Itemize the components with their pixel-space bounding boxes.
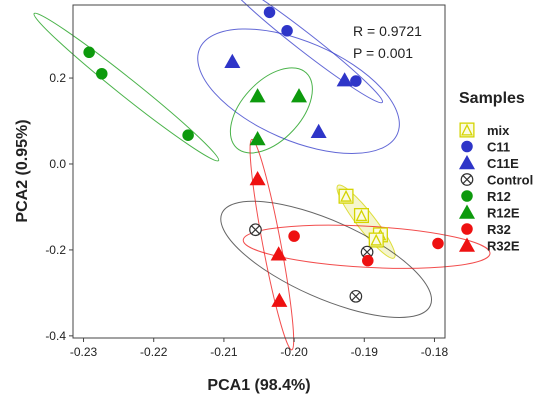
- ticks-layer: -0.23 -0.22 -0.21 -0.20 -0.19 -0.18 0.2 0.0 -0.2…: [45, 71, 448, 359]
- legend-label-r32: R32: [487, 222, 511, 237]
- point-r32: [362, 254, 374, 267]
- points-layer: [83, 6, 444, 307]
- point-r32e: [271, 292, 288, 307]
- ellipse-r32: [242, 224, 491, 269]
- x-tick-label: -0.21: [210, 345, 238, 359]
- legend-marker-r12: [461, 190, 473, 202]
- point-c11: [263, 6, 276, 19]
- y-tick-label: -0.2: [45, 243, 66, 257]
- point-r12e: [291, 88, 308, 103]
- annotation-p: P = 0.001: [353, 45, 413, 61]
- y-axis-label: PCA2 (0.95%): [14, 119, 31, 222]
- point-r32e: [249, 171, 266, 186]
- ellipse-r12e: [229, 67, 313, 154]
- legend-label-control: Control: [487, 173, 533, 188]
- point-c11: [281, 25, 293, 37]
- x-axis-label: PCA1 (98.4%): [207, 377, 310, 394]
- point-r12e: [249, 131, 266, 146]
- point-mix: [353, 208, 370, 224]
- legend-marker-mix: [459, 122, 475, 138]
- legend-marker-r32: [461, 223, 473, 235]
- legend-label-c11e: C11E: [487, 156, 519, 171]
- legend-title: Samples: [459, 90, 525, 107]
- ellipse-control: [220, 200, 433, 318]
- point-r32: [288, 230, 300, 242]
- legend-label-r12e: R12E: [487, 206, 520, 221]
- x-tick-label: -0.23: [70, 345, 98, 359]
- point-r32e: [270, 246, 287, 261]
- point-control: [249, 223, 262, 237]
- point-r12: [83, 46, 95, 59]
- point-c11e: [336, 72, 353, 87]
- y-tick-label: -0.4: [45, 329, 66, 343]
- legend-marker-c11e: [459, 155, 475, 170]
- ellipse-c11: [225, 0, 384, 104]
- plot-frame: [72, 4, 446, 339]
- point-c11: [350, 75, 362, 87]
- point-r12e: [249, 88, 266, 103]
- point-r32: [432, 237, 444, 250]
- legend-label-r12: R12: [487, 189, 511, 204]
- legend-label-r32e: R32E: [487, 239, 520, 254]
- legend-label-c11: C11: [487, 140, 510, 155]
- x-tick-label: -0.19: [351, 345, 379, 359]
- point-r12: [182, 129, 194, 141]
- legend-marker-control: [460, 173, 474, 186]
- legend-marker-c11: [461, 140, 473, 153]
- point-c11e: [310, 123, 327, 138]
- x-tick-label: -0.18: [421, 345, 449, 359]
- legend-marker-r32e: [459, 237, 475, 252]
- legend-marker-r12e: [459, 204, 475, 219]
- annotation-r: R = 0.9721: [353, 23, 422, 39]
- point-r12: [96, 67, 108, 80]
- ellipse-r32e: [249, 138, 295, 351]
- y-tick-label: 0.0: [49, 157, 66, 171]
- x-tick-label: -0.20: [280, 345, 308, 359]
- point-control: [360, 245, 374, 259]
- point-c11e: [224, 53, 241, 68]
- x-tick-label: -0.22: [140, 345, 168, 359]
- ellipse-c11e: [197, 28, 400, 154]
- point-mix: [368, 232, 384, 248]
- point-mix: [338, 188, 354, 204]
- y-tick-label: 0.2: [49, 71, 66, 85]
- ellipse-r12: [33, 12, 220, 162]
- point-control: [349, 289, 363, 303]
- legend-label-mix: mix: [487, 123, 510, 138]
